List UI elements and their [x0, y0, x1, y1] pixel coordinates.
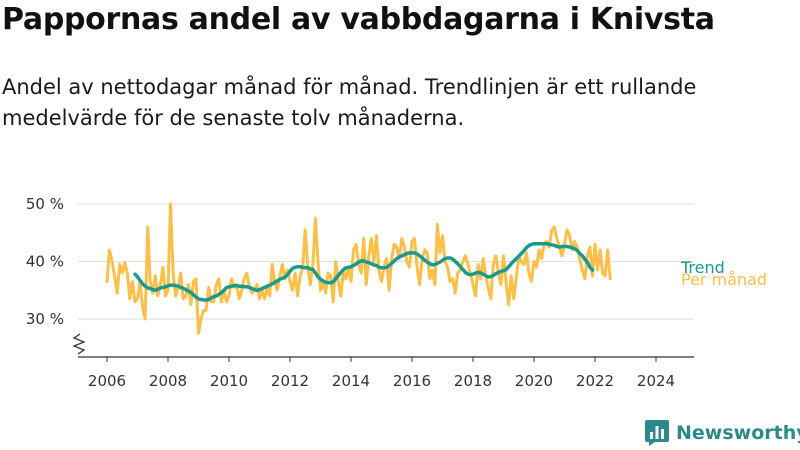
- axis-break-icon: [72, 333, 86, 355]
- bar-chart-logo-icon: [645, 420, 669, 446]
- chart-subtitle: Andel av nettodagar månad för månad. Tre…: [2, 75, 697, 130]
- series-line-trend: [133, 241, 595, 302]
- x-tick-label: 2024: [637, 372, 675, 390]
- brand-name: Newsworthy: [676, 422, 800, 444]
- x-tick-label: 2020: [515, 372, 553, 390]
- chart-title: Pappornas andel av vabbdagarna i Knivsta: [2, 2, 715, 37]
- y-tick-label: 50 %: [26, 195, 64, 213]
- y-tick-label: 40 %: [26, 253, 64, 271]
- series-label-trend: Trend: [680, 258, 725, 277]
- x-tick-label: 2012: [271, 372, 309, 390]
- line-chart: 30 % 40 % 50 % 2006 2008 2010 2012 2014 2016 2018…: [26, 195, 767, 390]
- brand-logo[interactable]: Newsworthy: [645, 419, 800, 447]
- x-tick-label: 2014: [332, 372, 370, 390]
- x-tick-label: 2016: [393, 372, 431, 390]
- series-label-per-manad: Per månad: [681, 270, 767, 289]
- x-tick-label: 2008: [149, 372, 187, 390]
- x-tick-label: 2010: [210, 372, 248, 390]
- y-tick-label: 30 %: [26, 310, 64, 328]
- x-tick-label: 2018: [454, 372, 492, 390]
- series-line-per-manad: [105, 202, 612, 335]
- x-tick-label: 2022: [576, 372, 614, 390]
- axes: 30 % 40 % 50 % 2006 2008 2010 2012 2014 2016 2018…: [26, 195, 694, 390]
- x-tick-label: 2006: [88, 372, 126, 390]
- series-group: [105, 202, 612, 335]
